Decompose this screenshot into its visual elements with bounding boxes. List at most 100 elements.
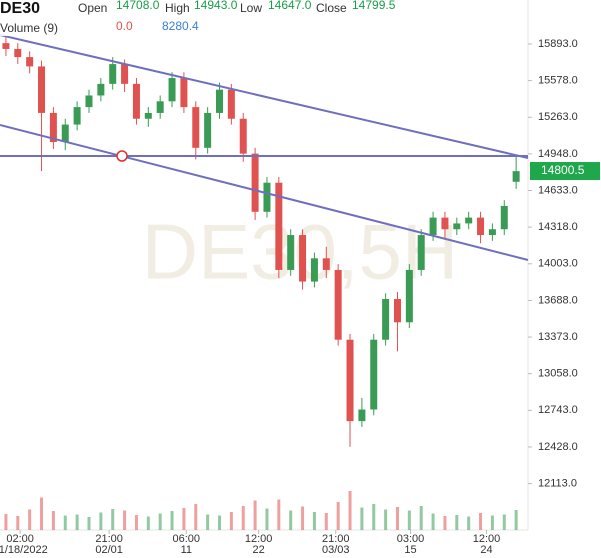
candle-body [275, 182, 283, 270]
candle-body [429, 217, 437, 236]
volume-label: Volume (9) [0, 21, 58, 35]
candle-body [500, 205, 508, 230]
volume-bar [407, 510, 411, 530]
volume-bar [146, 516, 150, 530]
x-tick-sublabel: 01/18/2022 [0, 544, 48, 556]
x-tick-sublabel: 02/01 [95, 544, 123, 556]
volume-bar [4, 514, 8, 530]
y-tick-label: 12113.0 [538, 478, 577, 490]
symbol: DE30 [0, 0, 40, 17]
y-tick-label: 14318.0 [538, 221, 578, 233]
x-tick-label: 02:00 [6, 533, 34, 545]
candle-body [370, 339, 378, 410]
y-tick-label: 13688.0 [538, 294, 578, 306]
volume-bar [170, 511, 174, 530]
volume-value: 8280.4 [162, 19, 199, 33]
plot [2, 36, 520, 530]
candle-body [2, 43, 10, 49]
candle-body [453, 223, 461, 230]
volume-bar [40, 497, 44, 530]
candle-body [512, 171, 520, 182]
volume-bar [51, 511, 55, 530]
y-tick-label: 14633.0 [538, 184, 578, 196]
candle-body [38, 66, 46, 113]
volume-bar [372, 504, 376, 530]
volume-bar [265, 508, 269, 530]
trend-line [0, 34, 529, 159]
candle-body [251, 153, 259, 212]
candle-body [132, 83, 140, 119]
x-tick-label: 03:00 [397, 533, 425, 545]
candle-body [180, 78, 188, 108]
y-tick-label: 13058.0 [538, 368, 578, 380]
volume-bar [134, 515, 138, 530]
volume-bar [312, 512, 316, 530]
candle-body [97, 83, 105, 96]
x-tick-sublabel: 11 [181, 544, 192, 556]
candle-body [263, 182, 271, 212]
candle-body [465, 217, 473, 224]
readout-value: 14647.0 [268, 0, 312, 12]
trend-line [0, 124, 529, 261]
y-tick-label: 12428.0 [538, 441, 578, 453]
candle-body [322, 258, 330, 270]
candle-body [109, 64, 117, 84]
x-tick-label: 06:00 [173, 533, 201, 545]
y-tick-label: 14003.0 [538, 258, 578, 270]
volume-bar [123, 510, 127, 530]
candle-body [382, 299, 390, 340]
readout-label: Open [78, 1, 107, 15]
x-tick-label: 21:00 [322, 533, 350, 545]
y-tick-label: 13373.0 [538, 331, 578, 343]
candle-body [417, 235, 425, 270]
readout-value: 14943.0 [194, 0, 238, 12]
volume-bar [419, 506, 423, 530]
volume-bar [348, 491, 352, 530]
volume-bar [63, 515, 67, 530]
volume-bar [206, 514, 210, 530]
volume-bar [301, 506, 305, 530]
volume-bar [218, 515, 222, 530]
candle-body [216, 89, 224, 113]
volume-bar [443, 516, 447, 530]
volume-bar [75, 514, 79, 530]
candle-body [310, 258, 318, 282]
volume-bar [289, 510, 293, 530]
readout-label: High [165, 1, 190, 15]
volume-bar [514, 510, 518, 530]
volume-bar [111, 509, 115, 530]
candle-body [299, 235, 307, 282]
candle-body [477, 217, 485, 236]
x-tick-label: 12:00 [473, 533, 501, 545]
volume-bar [502, 514, 506, 530]
candle-body [73, 107, 81, 125]
candle-body [405, 269, 413, 323]
volume-bar [360, 507, 364, 530]
candle-body [239, 118, 247, 154]
candle-body [227, 89, 235, 119]
volume-bar [253, 500, 257, 530]
candle-body [49, 112, 57, 143]
y-tick-label: 15893.0 [538, 38, 578, 50]
candle-body [121, 64, 129, 84]
y-tick-label: 12743.0 [538, 404, 578, 416]
volume-bar [87, 517, 91, 530]
x-tick-label: 12:00 [245, 533, 273, 545]
volume-bar [28, 509, 32, 530]
volume-bar [16, 516, 20, 530]
readout-label: Close [316, 1, 347, 15]
candle-body [334, 269, 342, 340]
volume-bar [194, 504, 198, 530]
candle-body [488, 229, 496, 236]
candle-body [144, 112, 152, 119]
volume-bar [229, 512, 233, 530]
volume-bar [395, 507, 399, 530]
volume-bar [158, 513, 162, 530]
x-tick-label: 21:00 [95, 533, 123, 545]
volume-bar [455, 515, 459, 530]
volume-bar [99, 512, 103, 530]
price-badge [530, 162, 600, 181]
volume-bar [241, 506, 245, 530]
candle-body [156, 101, 164, 113]
